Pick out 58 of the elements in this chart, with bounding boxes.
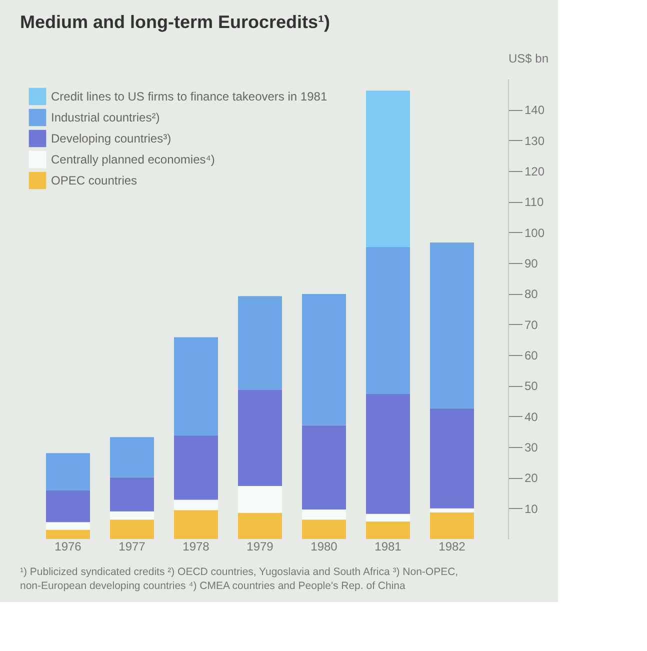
x-tick-label: 1980 bbox=[310, 540, 338, 554]
bar bbox=[366, 394, 410, 514]
bar bbox=[366, 246, 410, 394]
legend-label: Developing countries³) bbox=[51, 132, 172, 146]
bar bbox=[110, 511, 154, 520]
bar bbox=[46, 453, 90, 491]
bar bbox=[366, 90, 410, 247]
x-tick-label: 1977 bbox=[118, 540, 146, 554]
x-tick-label: 1976 bbox=[54, 540, 82, 554]
y-tick-label: 80 bbox=[524, 287, 538, 302]
bar bbox=[302, 425, 346, 510]
bar bbox=[174, 435, 218, 500]
bar bbox=[238, 486, 282, 513]
x-tick-label: 1979 bbox=[246, 540, 274, 554]
bar bbox=[366, 522, 410, 539]
bar bbox=[302, 510, 346, 520]
bar bbox=[46, 530, 90, 539]
bar bbox=[174, 500, 218, 510]
chart-title: Medium and long-term Eurocredits¹) bbox=[20, 12, 330, 32]
y-axis-title: US$ bn bbox=[508, 52, 548, 66]
bar bbox=[238, 390, 282, 486]
y-tick-label: 100 bbox=[524, 226, 545, 240]
y-tick-label: 40 bbox=[524, 410, 538, 424]
y-tick-label: 120 bbox=[524, 164, 545, 178]
y-tick-label: 60 bbox=[524, 348, 538, 362]
y-tick-label: 130 bbox=[524, 134, 545, 148]
x-tick-label: 1981 bbox=[374, 540, 402, 554]
y-tick-label: 30 bbox=[524, 440, 538, 454]
bar bbox=[238, 512, 282, 539]
y-tick-label: 10 bbox=[524, 502, 538, 516]
bar bbox=[46, 522, 90, 530]
bar bbox=[110, 477, 154, 512]
text: ¹) Publicized syndicated credits ²) OECD countries, Yugoslavia and South Africa ³) Non-OPEC, non-European developing countries ⁴) CMEA countries and People's Rep. of China bbox=[20, 566, 458, 592]
legend-label: Industrial countries²) bbox=[51, 110, 160, 124]
bar bbox=[110, 520, 154, 539]
bar bbox=[302, 294, 346, 426]
x-tick-label: 1978 bbox=[182, 540, 210, 554]
y-tick-label: 50 bbox=[524, 379, 538, 394]
y-tick-label: 20 bbox=[524, 471, 538, 486]
bar bbox=[174, 510, 218, 539]
bar bbox=[430, 508, 474, 512]
bar bbox=[46, 490, 90, 522]
legend-label: OPEC countries bbox=[51, 174, 138, 188]
x-tick-label: 1982 bbox=[438, 540, 466, 554]
bar bbox=[366, 514, 410, 522]
bar bbox=[302, 520, 346, 539]
bar bbox=[238, 296, 282, 390]
bar bbox=[110, 437, 154, 478]
legend-label: Centrally planned economies⁴) bbox=[51, 152, 215, 166]
y-tick-label: 90 bbox=[524, 256, 538, 270]
legend-label: Credit lines to US firms to finance takeovers in 1981 bbox=[51, 90, 328, 104]
y-tick-label: 110 bbox=[524, 195, 544, 210]
y-tick-label: 70 bbox=[524, 318, 538, 332]
y-tick-label: 140 bbox=[524, 103, 545, 118]
bar bbox=[430, 242, 474, 408]
bar bbox=[430, 512, 474, 539]
bar bbox=[174, 337, 218, 436]
bar bbox=[430, 408, 474, 508]
